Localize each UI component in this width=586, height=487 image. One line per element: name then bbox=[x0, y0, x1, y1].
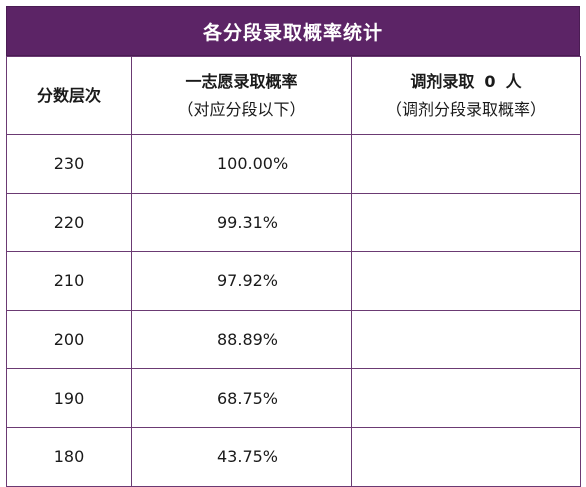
table-row: 190 68.75% bbox=[6, 368, 581, 428]
adjust-rate-cell bbox=[351, 192, 581, 253]
header-adjust-prefix: 调剂录取 bbox=[410, 71, 475, 91]
adjust-rate-cell bbox=[351, 368, 581, 428]
rate-cell: 43.75% bbox=[131, 426, 352, 487]
header-first-choice-line2: （对应分段以下） bbox=[177, 99, 306, 119]
header-score-tier: 分数层次 bbox=[6, 56, 132, 135]
score-cell: 190 bbox=[6, 368, 132, 428]
score-cell: 230 bbox=[6, 134, 132, 194]
header-row: 分数层次 一志愿录取概率 （对应分段以下） 调剂录取 0 人 （调剂分段录取概率） bbox=[6, 56, 581, 135]
header-adjust-line2: （调剂分段录取概率） bbox=[385, 99, 546, 119]
table-title: 各分段录取概率统计 bbox=[6, 6, 580, 56]
rate-cell: 88.89% bbox=[131, 309, 352, 370]
score-cell: 200 bbox=[6, 309, 132, 370]
rate-cell: 99.31% bbox=[131, 192, 352, 253]
score-cell: 220 bbox=[6, 192, 132, 253]
table-row: 220 99.31% bbox=[6, 192, 581, 253]
score-cell: 210 bbox=[6, 251, 132, 311]
adjust-rate-cell bbox=[351, 134, 581, 194]
header-adjust-suffix: 人 bbox=[505, 71, 522, 91]
score-cell: 180 bbox=[6, 426, 132, 487]
table-row: 210 97.92% bbox=[6, 251, 581, 311]
header-adjust-line1: 调剂录取 0 人 bbox=[352, 68, 580, 96]
admission-probability-table: 分数层次 一志愿录取概率 （对应分段以下） 调剂录取 0 人 （调剂分段录取概率） … bbox=[6, 56, 581, 487]
header-adjust-count: 0 bbox=[484, 71, 496, 91]
header-adjust: 调剂录取 0 人 （调剂分段录取概率） bbox=[351, 56, 581, 135]
rate-cell: 97.92% bbox=[131, 251, 352, 311]
adjust-rate-cell bbox=[351, 251, 581, 311]
table-row: 200 88.89% bbox=[6, 309, 581, 370]
rate-cell: 68.75% bbox=[131, 368, 352, 428]
table-row: 230 100.00% bbox=[6, 134, 581, 194]
header-first-choice: 一志愿录取概率 （对应分段以下） bbox=[131, 56, 352, 135]
rate-cell: 100.00% bbox=[131, 134, 352, 194]
table-row: 180 43.75% bbox=[6, 426, 581, 487]
header-first-choice-line1: 一志愿录取概率 bbox=[185, 71, 298, 91]
adjust-rate-cell bbox=[351, 426, 581, 487]
adjust-rate-cell bbox=[351, 309, 581, 370]
stats-table-container: 各分段录取概率统计 分数层次 一志愿录取概率 （对应分段以下） 调剂录取 0 人 （… bbox=[6, 6, 581, 487]
